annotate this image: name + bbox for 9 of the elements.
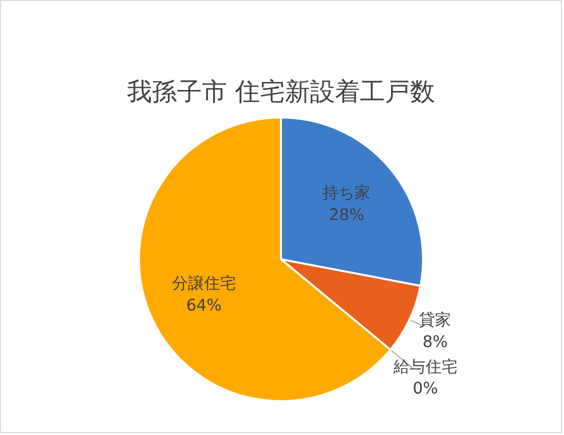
data-label: 64% (186, 296, 222, 315)
chart-title: 我孫子市 住宅新設着工戸数 (126, 77, 436, 106)
slice-label: 貸家 (419, 310, 452, 329)
text: 0% (412, 378, 438, 398)
category-label: 給与住宅 (393, 356, 458, 376)
data-label: 8% (422, 332, 448, 351)
slice-label: 分譲住宅 (172, 274, 236, 293)
slice-label: 持ち家 (322, 183, 371, 202)
data-label: 28% (328, 205, 364, 224)
